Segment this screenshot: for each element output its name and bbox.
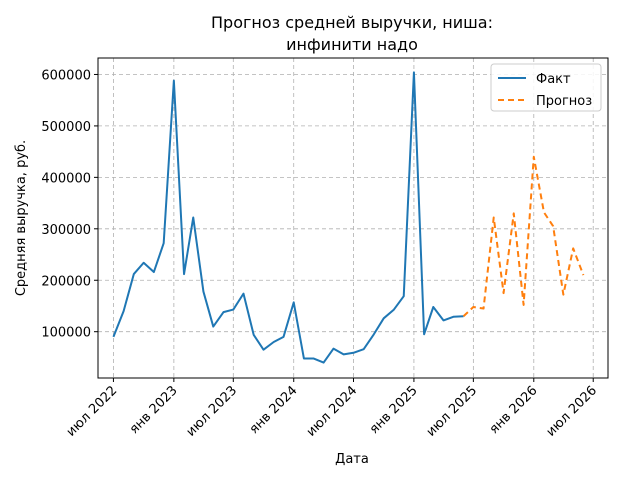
y-axis: 100000 200000 300000 400000 500000 600000: [41, 68, 98, 341]
y-tick-label: 300000: [41, 223, 91, 238]
x-axis: июл 2022 янв 2023 июл 2023 янв 2024 июл 2024…: [64, 378, 600, 440]
x-tick-label: янв 2025: [367, 383, 421, 437]
y-tick-label: 600000: [41, 68, 91, 83]
legend-label: Факт: [536, 72, 571, 87]
chart-title-line-1: Прогноз средней выручки, ниша:: [211, 13, 493, 32]
y-axis-label: Средняя выручка, руб.: [14, 140, 29, 296]
x-tick-label: янв 2026: [487, 383, 541, 437]
y-tick-label: 200000: [41, 274, 91, 289]
chart-title: Прогноз средней выручки, ниша: инфинити …: [211, 13, 493, 54]
chart-title-line-2: инфинити надо: [286, 35, 418, 54]
legend-label: Прогноз: [536, 94, 592, 109]
series-line-fact: [112, 71, 464, 364]
x-tick-label: янв 2023: [127, 383, 181, 437]
x-tick-label: июл 2026: [544, 383, 601, 440]
y-tick-label: 500000: [41, 120, 91, 135]
x-tick-label: июл 2023: [184, 383, 241, 440]
x-axis-label: Дата: [335, 452, 369, 467]
x-tick-label: июл 2024: [304, 383, 361, 440]
y-tick-label: 100000: [41, 326, 91, 341]
legend: Факт Прогноз: [490, 63, 602, 112]
y-tick-label: 400000: [41, 171, 91, 186]
x-tick-label: июл 2025: [424, 383, 481, 440]
x-tick-label: июл 2022: [64, 383, 121, 440]
grid: [98, 58, 608, 378]
plot-lines: [112, 71, 585, 364]
x-tick-label: янв 2024: [247, 383, 301, 437]
series-line-forecast: [462, 155, 585, 317]
